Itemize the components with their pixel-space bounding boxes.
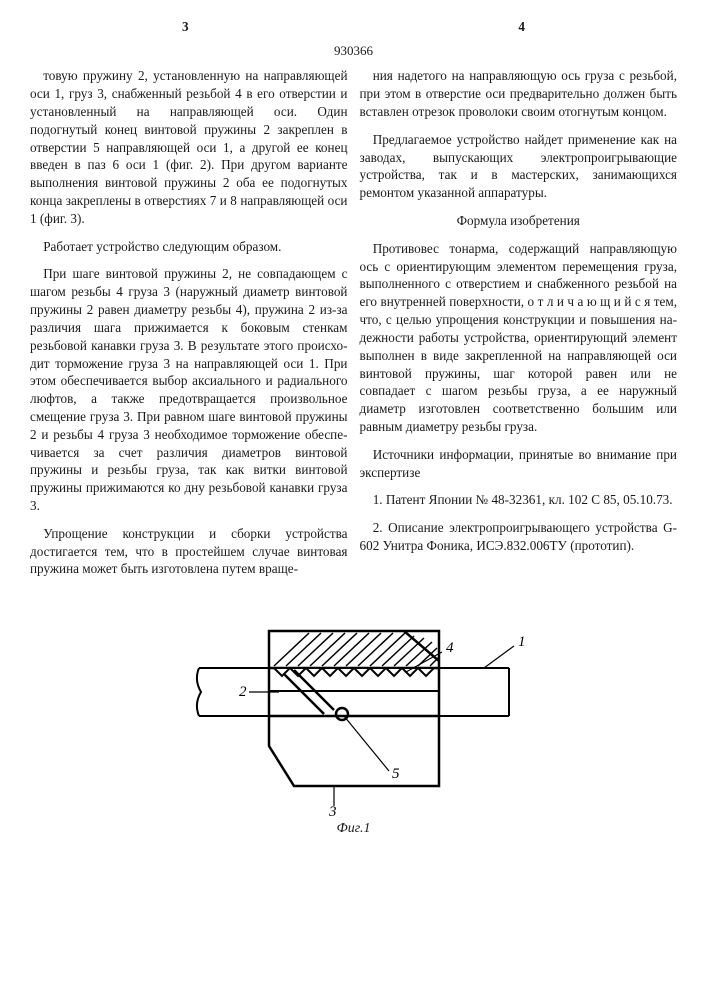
figure-1: 1 4 2 5 3 Фиг.1 [30, 616, 677, 839]
left-para-2: Работает устройство следующим об­разом. [30, 238, 348, 256]
ref-1: 1. Патент Японии № 48-32361, кл. 102 С 8… [360, 491, 678, 509]
left-para-3: При шаге винтовой пружины 2, не совпадаю… [30, 265, 348, 514]
page-number-left: 3 [30, 18, 341, 36]
right-column: ния надетого на направляющую ось гру­за … [360, 67, 678, 588]
fig-label-5: 5 [392, 766, 400, 782]
page-number-right: 4 [366, 18, 677, 36]
text-columns: товую пружину 2, установленную на направ… [30, 67, 677, 588]
patent-page: 3 4 930366 товую пружину 2, установленну… [0, 0, 707, 859]
left-column: товую пружину 2, установленную на направ… [30, 67, 348, 588]
page-header-row: 3 4 [30, 18, 677, 36]
figure-svg: 1 4 2 5 3 [174, 616, 534, 816]
fig-label-1: 1 [518, 634, 526, 650]
right-para-3: Противовес тонарма, содержащий направляю… [360, 240, 678, 436]
left-para-4: Упрощение конструкции и сборки устройств… [30, 525, 348, 578]
right-para-1: ния надетого на направляющую ось гру­за … [360, 67, 678, 120]
fig-label-3: 3 [328, 804, 337, 816]
patent-number: 930366 [30, 42, 677, 60]
fig-label-4: 4 [446, 640, 454, 656]
fig-label-2: 2 [239, 684, 247, 700]
figure-caption: Фиг.1 [30, 820, 677, 839]
refs-title: Источники информации, принятые во вниман… [360, 446, 678, 482]
right-para-2: Предлагаемое устройство найдет при­менен… [360, 131, 678, 202]
ref-2: 2. Описание электропроигрывающего устрой… [360, 519, 678, 555]
left-para-1: товую пружину 2, установленную на направ… [30, 67, 348, 227]
formula-title: Формула изобретения [360, 212, 678, 230]
